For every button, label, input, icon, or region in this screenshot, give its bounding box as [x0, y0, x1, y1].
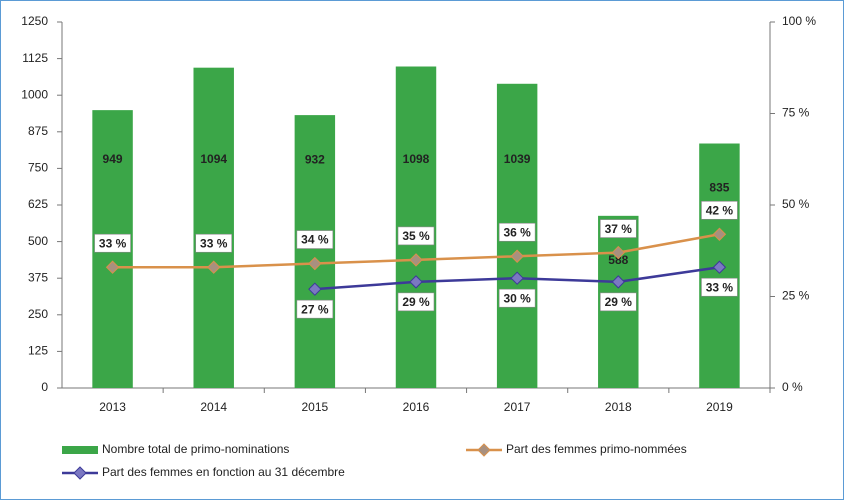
- x-tick-label: 2014: [200, 400, 227, 414]
- legend-marker: [73, 466, 87, 480]
- value-label-box: [397, 292, 435, 312]
- value-label-box: [397, 226, 435, 246]
- marker: [308, 282, 322, 296]
- value-label-box: [701, 277, 738, 297]
- value-label-box: [599, 219, 637, 238]
- y-tick-label: 375: [28, 270, 48, 284]
- value-label: 27 %: [301, 302, 329, 316]
- y-tick-label: 1000: [21, 87, 48, 101]
- y-tick-label: 875: [28, 124, 48, 138]
- value-label-box: [599, 292, 637, 312]
- x-tick-label: 2016: [403, 400, 430, 414]
- value-label: 29 %: [402, 295, 430, 309]
- value-label-box: [296, 230, 334, 249]
- marker: [409, 275, 423, 289]
- marker: [611, 275, 625, 289]
- value-label: 30 %: [503, 291, 531, 305]
- legend-label: Part des femmes primo-nommées: [506, 442, 687, 456]
- value-label-box: [498, 288, 536, 308]
- marker: [611, 245, 625, 260]
- x-tick-label: 2015: [302, 400, 329, 414]
- bar-value-label: 835: [709, 181, 729, 195]
- y2-tick-label: 25 %: [782, 289, 810, 303]
- value-label: 33 %: [200, 236, 228, 250]
- value-label: 29 %: [605, 295, 633, 309]
- bar-value-label: 932: [305, 152, 325, 166]
- y2-tick-label: 50 %: [782, 197, 810, 211]
- bar-value-label: 588: [608, 253, 628, 267]
- y-tick-label: 625: [28, 197, 48, 211]
- y-tick-label: 125: [28, 344, 48, 358]
- value-label-box: [701, 200, 738, 220]
- y-tick-label: 750: [28, 161, 48, 175]
- y-tick-label: 1250: [21, 14, 48, 28]
- value-label-box: [195, 233, 233, 253]
- bar-value-label: 1039: [504, 152, 531, 166]
- bar-value-label: 1094: [200, 152, 227, 166]
- x-tick-label: 2013: [99, 400, 126, 414]
- value-label: 36 %: [503, 225, 531, 239]
- marker: [207, 260, 221, 274]
- bar: [294, 115, 336, 388]
- y2-tick-label: 0 %: [782, 380, 803, 394]
- legend-marker: [477, 443, 491, 457]
- value-label: 33 %: [99, 236, 127, 250]
- bar: [193, 67, 234, 388]
- y-tick-label: 500: [28, 234, 48, 248]
- value-label: 37 %: [605, 222, 633, 236]
- marker: [510, 271, 524, 285]
- value-label-box: [94, 233, 131, 253]
- x-tick-label: 2017: [504, 400, 531, 414]
- value-label-box: [296, 299, 334, 319]
- legend-swatch: [62, 446, 98, 454]
- y-tick-label: 250: [28, 307, 48, 321]
- y-tick-label: 0: [41, 380, 48, 394]
- y2-tick-label: 100 %: [782, 14, 816, 28]
- bar-value-label: 1098: [403, 152, 430, 166]
- y-tick-label: 1125: [22, 51, 48, 65]
- marker: [308, 256, 322, 271]
- marker: [105, 260, 120, 274]
- marker: [510, 249, 524, 263]
- bar-value-label: 949: [103, 152, 123, 166]
- y2-tick-label: 75 %: [782, 106, 810, 120]
- value-label: 42 %: [706, 203, 734, 217]
- marker: [409, 253, 423, 267]
- value-label: 34 %: [301, 233, 329, 247]
- value-label-box: [498, 222, 536, 242]
- x-tick-label: 2018: [605, 400, 632, 414]
- value-label: 33 %: [706, 280, 734, 294]
- marker: [712, 260, 727, 274]
- legend-label: Part des femmes en fonction au 31 décemb…: [102, 465, 345, 479]
- legend-label: Nombre total de primo-nominations: [102, 442, 289, 456]
- marker: [712, 227, 727, 241]
- x-tick-label: 2019: [706, 400, 733, 414]
- value-label: 35 %: [402, 229, 430, 243]
